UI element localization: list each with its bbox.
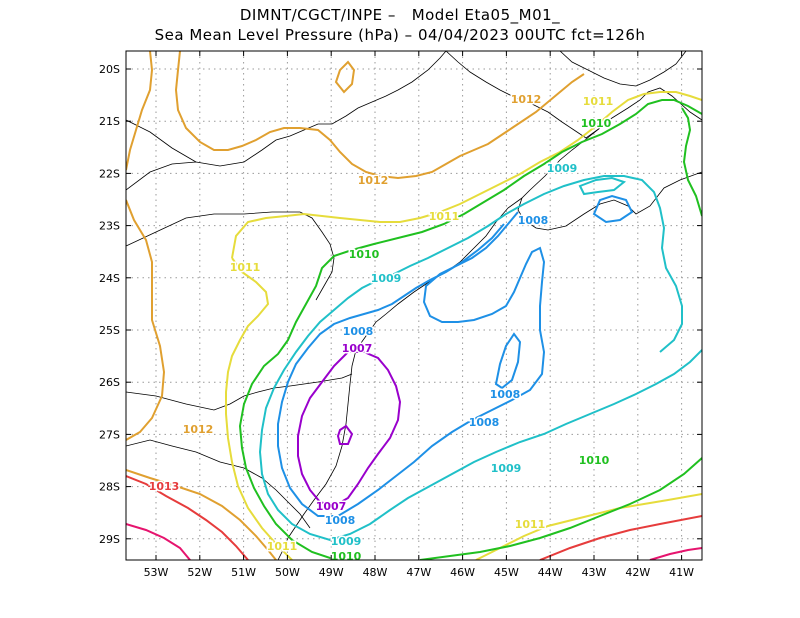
isobar-1007	[297, 351, 402, 508]
lon-tick-label: 48W	[363, 566, 388, 579]
isobar-label-1009: 1009	[371, 272, 402, 285]
isobar-1012-west	[126, 51, 154, 171]
isobar-label-1012: 1012	[183, 423, 214, 436]
state-border-pr-sc	[126, 373, 353, 411]
state-border-rj	[445, 51, 601, 139]
lon-tick-label: 45W	[494, 566, 519, 579]
isobar-1011-north	[231, 91, 702, 259]
lat-tick-label: 27S	[99, 428, 120, 441]
map-title-line1: DIMNT/CGCT/INPE – Model Eta05_M01_	[239, 6, 561, 24]
isobar-1010	[238, 99, 702, 560]
lon-tick-label: 41W	[669, 566, 694, 579]
isobar-label-1008: 1008	[343, 325, 374, 338]
isobar-1014	[126, 523, 191, 560]
lat-tick-label: 23S	[99, 220, 120, 233]
isobar-label-1012: 1012	[358, 174, 389, 187]
map-title-line2: Sea Mean Level Pressure (hPa) – 04/04/20…	[154, 26, 646, 44]
isobar-label-1007: 1007	[342, 342, 373, 355]
coastline-south	[277, 197, 523, 560]
lon-tick-label: 53W	[144, 566, 169, 579]
lat-tick-label: 29S	[99, 533, 120, 546]
isobar-1009-loop	[578, 176, 627, 196]
isobar-label-1009: 1009	[331, 535, 362, 548]
lat-tick-label: 28S	[99, 481, 120, 494]
lon-tick-label: 43W	[582, 566, 607, 579]
lon-tick-label: 46W	[450, 566, 475, 579]
lat-tick-label: 25S	[99, 324, 120, 337]
isobar-1008-loop-mid	[494, 332, 522, 390]
isobar-1008	[277, 211, 546, 517]
isobar-label-1012: 1012	[511, 93, 542, 106]
lon-tick-label: 51W	[231, 566, 256, 579]
isobar-label-1009: 1009	[491, 462, 522, 475]
isobar-label-1007: 1007	[316, 500, 347, 513]
isobar-label-1011: 1011	[230, 261, 261, 274]
lat-tick-label: 26S	[99, 376, 120, 389]
isobar-1011-se	[475, 493, 702, 560]
isobar-1013-se	[539, 515, 702, 560]
isobar-1007-loop	[336, 424, 354, 445]
isobar-1012-south	[126, 469, 277, 560]
isobar-1011-west	[225, 257, 293, 560]
isobar-label-1011: 1011	[429, 210, 460, 223]
isobar-1010-east	[681, 107, 702, 217]
isobar-label-1011: 1011	[515, 518, 546, 531]
isobar-1009	[258, 175, 702, 542]
isobar-label-1011: 1011	[267, 540, 298, 553]
lon-tick-label: 50W	[275, 566, 300, 579]
isobar-label-1010: 1010	[581, 117, 612, 130]
isobar-label-1011: 1011	[583, 95, 614, 108]
map-frame	[125, 50, 703, 561]
isobar-label-1010: 1010	[331, 550, 362, 563]
isobar-label-1010: 1010	[349, 248, 380, 261]
axis-ticks: 20S 21S 22S 23S 24S 25S 26S 27S 28S 29S 53W 52W 51W 5…	[99, 51, 702, 579]
state-border-sp-mg	[126, 51, 447, 191]
isobar-1013	[126, 475, 249, 560]
isobar-1008-loop-east	[592, 194, 634, 224]
isobar-1012-loop	[334, 60, 356, 94]
lat-tick-label: 22S	[99, 167, 120, 180]
isobar-1014-se	[649, 547, 702, 560]
isobar-label-1008: 1008	[469, 416, 500, 429]
lon-tick-label: 52W	[187, 566, 212, 579]
lat-tick-label: 20S	[99, 63, 120, 76]
isobar-label-1008: 1008	[518, 214, 549, 227]
lon-tick-label: 42W	[625, 566, 650, 579]
lat-tick-label: 21S	[99, 115, 120, 128]
isobar-1012-sw	[126, 199, 166, 441]
lon-tick-label: 49W	[319, 566, 344, 579]
lon-tick-label: 47W	[406, 566, 431, 579]
state-border-mg-es	[559, 51, 687, 87]
isobar-1010-se	[419, 457, 702, 560]
isobar-label-1009: 1009	[547, 162, 578, 175]
lon-tick-label: 44W	[538, 566, 563, 579]
isobar-label-1008: 1008	[490, 388, 521, 401]
isobars	[126, 51, 702, 560]
isobar-labels: 1012 1011 1010 1012 1009 1011 1008 1010 1011 1009…	[147, 92, 615, 563]
isobar-1012-north	[174, 51, 585, 180]
state-border-sc-rs	[126, 439, 311, 529]
isobar-label-1010: 1010	[579, 454, 610, 467]
lat-tick-label: 24S	[99, 272, 120, 285]
isobar-label-1013: 1013	[149, 480, 180, 493]
isobar-label-1008: 1008	[325, 514, 356, 527]
